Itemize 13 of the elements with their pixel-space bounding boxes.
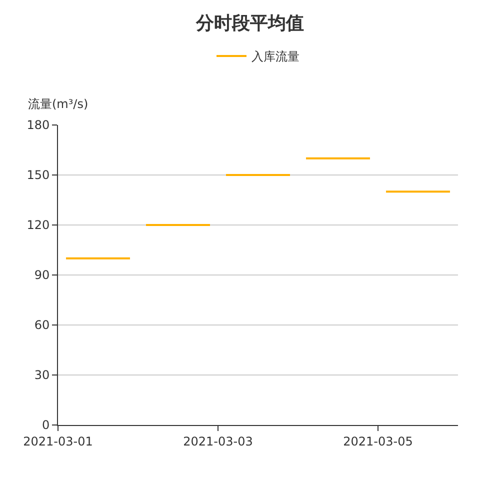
y-tick-label: 60: [34, 318, 50, 332]
y-tick-label: 180: [26, 118, 50, 132]
y-tick-label: 150: [26, 168, 50, 182]
y-tick-label: 90: [34, 268, 50, 282]
x-tick-label: 2021-03-03: [183, 434, 253, 448]
y-tick-label: 120: [26, 218, 50, 232]
chart-title: 分时段平均值: [195, 12, 304, 34]
legend-label: 入库流量: [252, 50, 300, 64]
x-tick-label: 2021-03-01: [23, 434, 93, 448]
x-tick-label: 2021-03-05: [343, 434, 413, 448]
y-tick-label: 30: [34, 368, 50, 382]
y-tick-label: 0: [42, 418, 50, 432]
y-axis-title: 流量(m³/s): [28, 97, 88, 111]
